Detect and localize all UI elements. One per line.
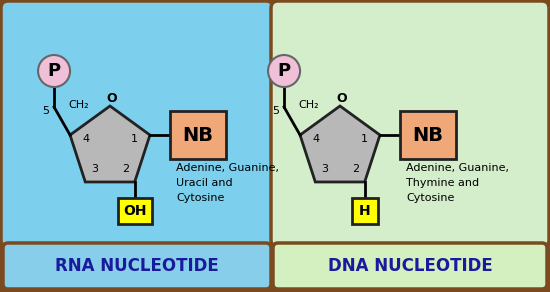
Text: 1: 1 [360,134,367,144]
Text: 2: 2 [352,164,359,174]
FancyBboxPatch shape [273,243,547,289]
Text: H: H [359,204,371,218]
Text: Adenine, Guanine,
Uracil and
Cytosine: Adenine, Guanine, Uracil and Cytosine [176,163,279,203]
Circle shape [38,55,70,87]
FancyBboxPatch shape [3,243,271,289]
Text: DNA NUCLEOTIDE: DNA NUCLEOTIDE [328,257,492,275]
FancyBboxPatch shape [351,198,378,224]
Text: CH₂: CH₂ [298,100,318,110]
Polygon shape [300,106,380,182]
Polygon shape [70,106,150,182]
Text: NB: NB [183,126,213,145]
Text: RNA NUCLEOTIDE: RNA NUCLEOTIDE [55,257,219,275]
Text: 5: 5 [273,106,279,116]
Text: P: P [278,62,290,80]
Text: 3: 3 [321,164,328,174]
Text: 4: 4 [312,134,320,144]
FancyBboxPatch shape [400,111,456,159]
Text: O: O [107,93,117,105]
Text: O: O [337,93,347,105]
Text: 4: 4 [82,134,90,144]
Text: 3: 3 [91,164,98,174]
Text: 1: 1 [130,134,138,144]
Text: P: P [47,62,60,80]
FancyBboxPatch shape [271,1,549,247]
Text: OH: OH [123,204,146,218]
FancyBboxPatch shape [170,111,226,159]
Text: CH₂: CH₂ [68,100,89,110]
Text: 2: 2 [122,164,129,174]
Text: 5: 5 [42,106,50,116]
Circle shape [268,55,300,87]
Text: Adenine, Guanine,
Thymine and
Cytosine: Adenine, Guanine, Thymine and Cytosine [406,163,509,203]
FancyBboxPatch shape [1,1,273,247]
FancyBboxPatch shape [118,198,152,224]
Text: NB: NB [412,126,443,145]
